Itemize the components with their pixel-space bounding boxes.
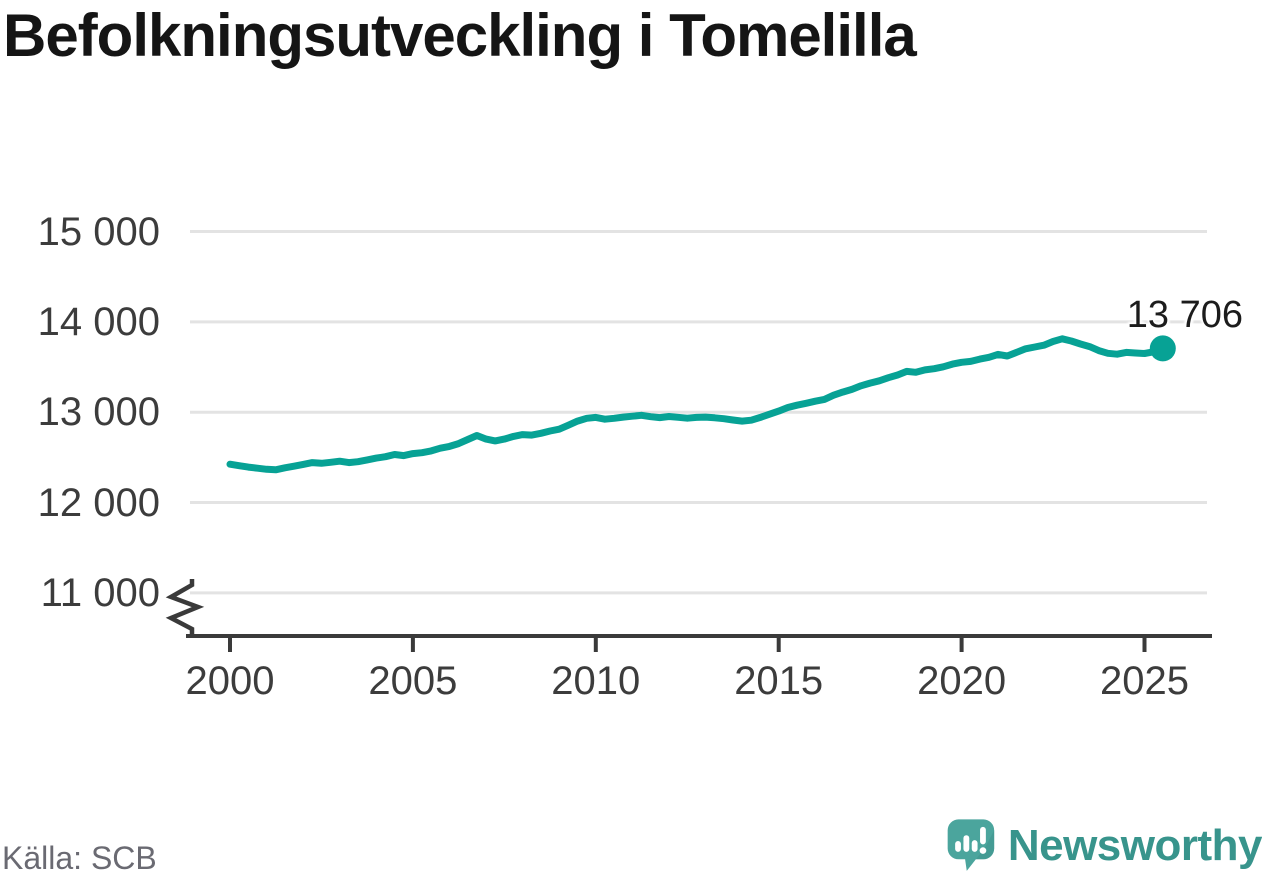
- x-axis-ticks: [228, 636, 1147, 652]
- newsworthy-speech-bubble-chart-icon: [947, 819, 995, 871]
- x-tick-label: 2010: [551, 659, 641, 703]
- y-tick-label: 11 000: [40, 570, 160, 615]
- source-label: Källa: SCB: [2, 840, 157, 876]
- x-tick-label: 2020: [917, 659, 1007, 703]
- x-tick-label: 2005: [368, 659, 458, 703]
- y-tick-label: 15 000: [37, 209, 160, 254]
- y-tick-label: 14 000: [37, 299, 160, 344]
- x-tick-label: 2000: [185, 659, 275, 703]
- newsworthy-wordmark: Newsworthy: [1007, 821, 1262, 870]
- latest-value-label: 13 706: [1126, 294, 1243, 336]
- y-tick-label: 12 000: [37, 480, 160, 525]
- newsworthy-logo[interactable]: Newsworthy: [946, 814, 1262, 878]
- y-tick-label: 13 000: [37, 390, 160, 435]
- gridlines: [190, 230, 1207, 595]
- y-axis-break-icon: [165, 579, 205, 636]
- latest-value-dot: [1149, 335, 1176, 362]
- population-line-series: [226, 335, 1167, 474]
- x-tick-label: 2025: [1100, 659, 1189, 703]
- x-tick-label: 2015: [734, 659, 824, 703]
- chart-title: Befolkningsutveckling i Tomelilla: [3, 2, 917, 69]
